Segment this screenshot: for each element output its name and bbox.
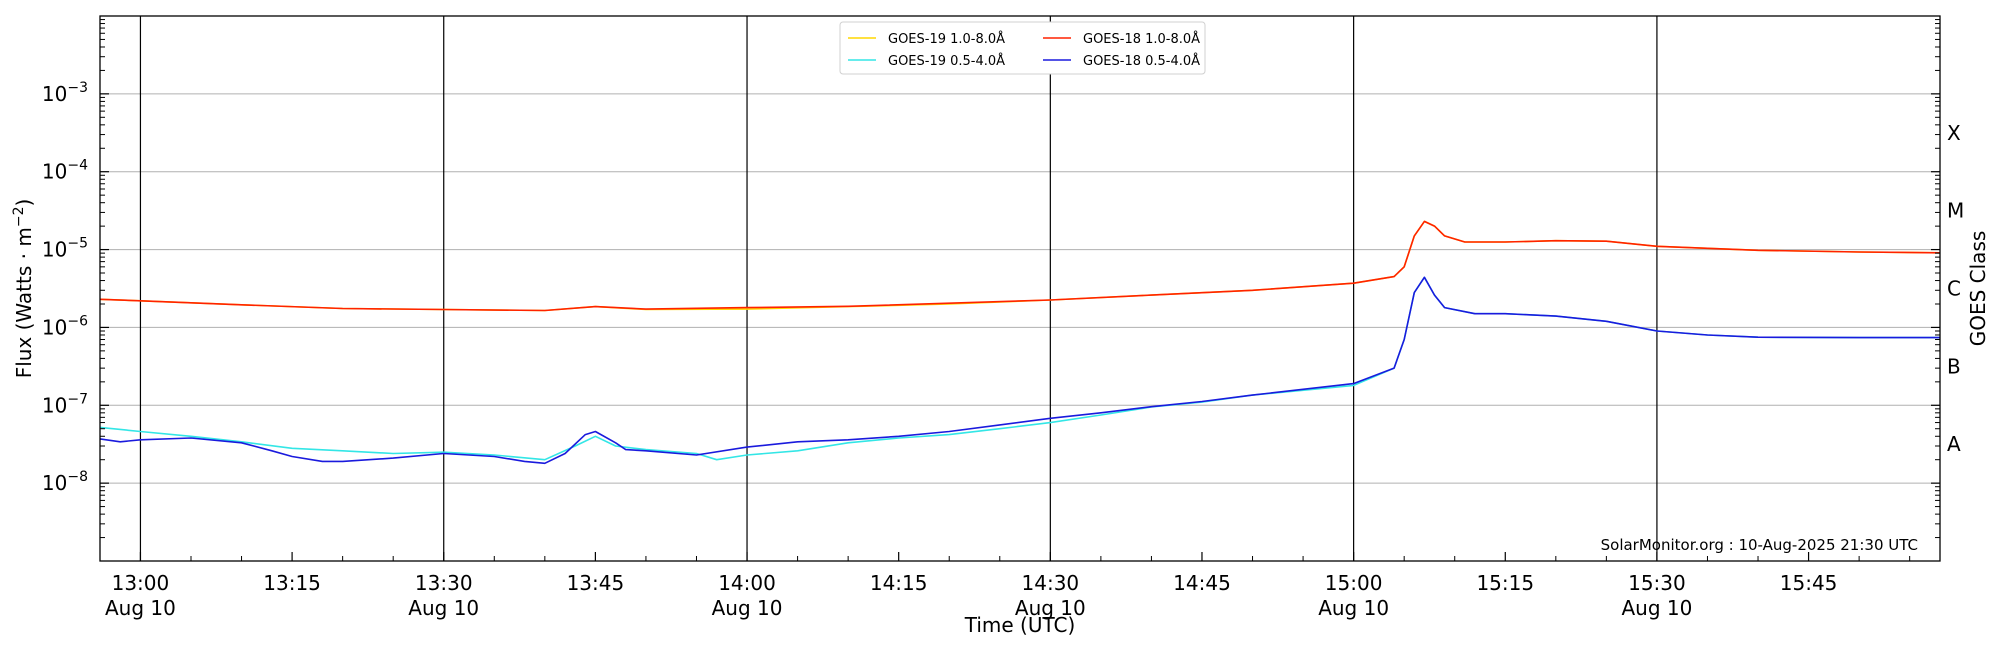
legend-label: GOES-18 1.0-8.0Å bbox=[1083, 31, 1200, 47]
x-axis-title: Time (UTC) bbox=[964, 613, 1076, 637]
y-tick-label: 10−7 bbox=[42, 391, 88, 417]
x-tick-label: 13:00 bbox=[112, 571, 170, 595]
y-tick-label: 10−6 bbox=[42, 313, 88, 339]
y-tick-label: 10−3 bbox=[42, 80, 88, 106]
x-tick-date-label: Aug 10 bbox=[408, 596, 479, 620]
goes-class-label: A bbox=[1947, 432, 1961, 456]
y-tick-exponent: −8 bbox=[67, 469, 88, 485]
x-tick-label: 14:30 bbox=[1022, 571, 1080, 595]
legend-box bbox=[839, 21, 1206, 75]
x-tick-date-label: Aug 10 bbox=[1015, 596, 1086, 620]
y-tick-base: 10 bbox=[42, 82, 67, 106]
x-tick-label: 13:45 bbox=[567, 571, 625, 595]
y-tick-exponent: −7 bbox=[67, 391, 88, 407]
y-tick-exponent: −6 bbox=[67, 313, 88, 329]
y-axis-title-main: Flux (Watts · m bbox=[12, 227, 36, 378]
x-tick-label: 14:45 bbox=[1173, 571, 1231, 595]
x-tick-label: 15:00 bbox=[1325, 571, 1383, 595]
x-tick-date-label: Aug 10 bbox=[712, 596, 783, 620]
grid-layer bbox=[100, 93, 1940, 484]
x-tick-label: 15:30 bbox=[1628, 571, 1686, 595]
x-tick-date-label: Aug 10 bbox=[1318, 596, 1389, 620]
goes-class-label: B bbox=[1947, 354, 1961, 378]
series-layer bbox=[99, 220, 1941, 465]
y-tick-label: 10−5 bbox=[42, 236, 88, 262]
y-tick-label: 10−8 bbox=[42, 469, 88, 495]
x-tick-date-label: Aug 10 bbox=[1621, 596, 1692, 620]
y-tick-base: 10 bbox=[42, 471, 67, 495]
goes-class-label: M bbox=[1947, 199, 1964, 223]
x-tick-date-label: Aug 10 bbox=[105, 596, 176, 620]
y-tick-base: 10 bbox=[42, 238, 67, 262]
x-tick-label: 15:45 bbox=[1780, 571, 1838, 595]
goes-class-label: X bbox=[1947, 121, 1961, 145]
y-tick-exponent: −4 bbox=[67, 158, 88, 174]
goes-class-axis-title: GOES Class bbox=[1966, 231, 1990, 347]
x-tick-label: 15:15 bbox=[1476, 571, 1534, 595]
y-axis-title: Flux (Watts · m−2) bbox=[11, 199, 36, 379]
legend: GOES-19 1.0-8.0Å GOES-19 0.5-4.0Å GOES-18 … bbox=[839, 21, 1206, 75]
y-tick-base: 10 bbox=[42, 160, 67, 184]
y-tick-exponent: −3 bbox=[67, 80, 88, 96]
x-tick-label: 13:15 bbox=[263, 571, 321, 595]
series-line-2 bbox=[99, 220, 1941, 312]
series-line-4 bbox=[99, 276, 1940, 465]
solarmonitor-annotation: SolarMonitor.org : 10-Aug-2025 21:30 UTC bbox=[1601, 536, 1918, 554]
y-axis-title-exponent: −2 bbox=[11, 207, 27, 228]
y-tick-labels: 10−810−710−610−510−410−3 bbox=[42, 80, 88, 495]
tick-layer bbox=[100, 19, 1940, 561]
x-tick-label: 14:00 bbox=[718, 571, 776, 595]
goes-class-label: C bbox=[1947, 277, 1961, 301]
legend-label: GOES-19 0.5-4.0Å bbox=[888, 53, 1005, 69]
y-axis-title-close: ) bbox=[12, 199, 36, 207]
y-tick-exponent: −5 bbox=[67, 236, 88, 252]
vertical-time-lines bbox=[139, 16, 1658, 561]
x-tick-label: 13:30 bbox=[415, 571, 473, 595]
goes-class-labels: A B C M X bbox=[1947, 121, 1964, 456]
plot-frame bbox=[99, 15, 1941, 562]
y-tick-base: 10 bbox=[42, 393, 67, 417]
legend-label: GOES-19 1.0-8.0Å bbox=[888, 31, 1005, 47]
x-tick-label: 14:15 bbox=[870, 571, 928, 595]
y-tick-label: 10−4 bbox=[42, 158, 88, 184]
legend-label: GOES-18 0.5-4.0Å bbox=[1083, 53, 1200, 69]
y-tick-base: 10 bbox=[42, 315, 67, 339]
